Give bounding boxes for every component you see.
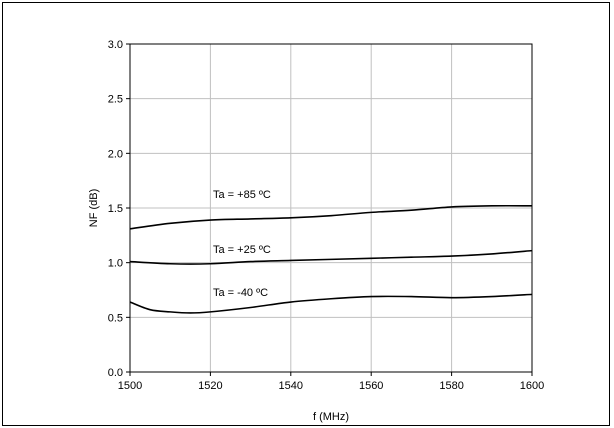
series-line-0 — [129, 204, 533, 230]
x-tick-label: 1580 — [439, 380, 463, 392]
x-tick-label: 1520 — [198, 380, 222, 392]
x-axis-label: f (MHz) — [313, 411, 349, 423]
y-tick-label: 1.5 — [108, 203, 123, 215]
series-label-0: Ta = +85 ºC — [213, 189, 271, 201]
series-label-1: Ta = +25 ºC — [213, 244, 271, 256]
series-label-2: Ta = -40 ºC — [213, 287, 268, 299]
y-tick-label: 3.0 — [108, 39, 123, 51]
y-tick-label: 2.5 — [108, 94, 123, 106]
y-tick-label: 2.0 — [108, 148, 123, 160]
nf-vs-frequency-chart: 1500 1520 1540 1560 1580 1600 0.0 0.5 1.0 1.5 2.0 2… — [88, 39, 545, 423]
ticks: 1500 1520 1540 1560 1580 1600 0.0 0.5 1.0 1.5 2.0 2… — [108, 39, 545, 392]
x-tick-label: 1600 — [520, 380, 544, 392]
y-axis-label: NF (dB) — [88, 189, 100, 228]
x-tick-label: 1500 — [118, 380, 142, 392]
series-group — [129, 204, 533, 314]
series-line-2 — [129, 293, 533, 314]
y-tick-label: 0.5 — [108, 312, 123, 324]
y-tick-label: 1.0 — [108, 258, 123, 270]
grid — [130, 44, 532, 372]
series-labels: Ta = +85 ºC Ta = +25 ºC Ta = -40 ºC — [213, 189, 271, 299]
x-tick-label: 1560 — [359, 380, 383, 392]
series-line-1 — [129, 249, 533, 265]
y-tick-label: 0.0 — [108, 367, 123, 379]
x-tick-label: 1540 — [279, 380, 303, 392]
